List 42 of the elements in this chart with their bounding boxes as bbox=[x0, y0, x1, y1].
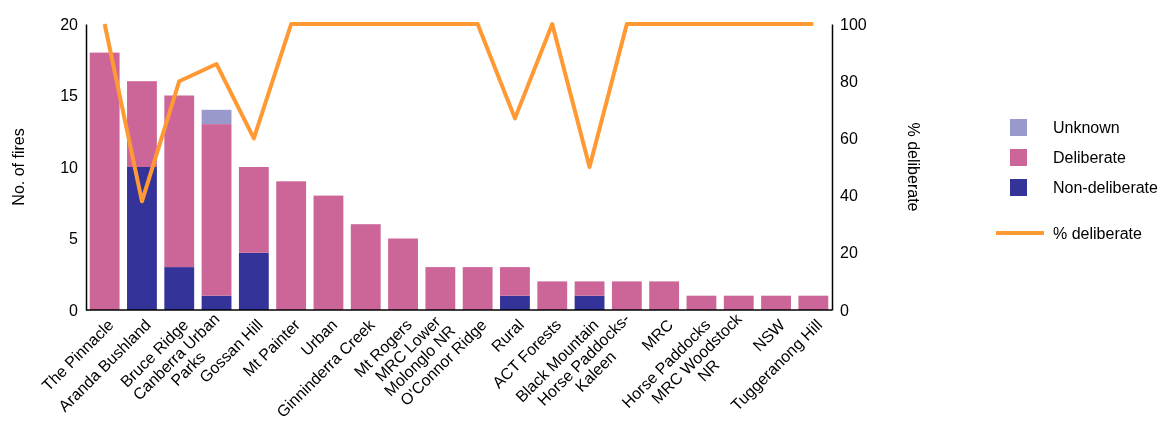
bar bbox=[164, 95, 195, 268]
y-tick-label: 10 bbox=[60, 158, 79, 176]
y-tick-label: 0 bbox=[69, 301, 79, 319]
y2-tick-label: 0 bbox=[840, 301, 849, 319]
y2-axis-title: % deliberate bbox=[905, 122, 922, 212]
bar bbox=[201, 124, 232, 296]
y-axis-title: No. of fires bbox=[10, 128, 27, 206]
legend-label: Unknown bbox=[1053, 119, 1120, 136]
y2-tick-label: 60 bbox=[840, 130, 858, 148]
y-tick-label: 15 bbox=[60, 87, 79, 105]
bar bbox=[164, 267, 195, 310]
bar bbox=[89, 52, 120, 310]
bar bbox=[238, 167, 269, 253]
bar bbox=[649, 281, 680, 310]
bar bbox=[611, 281, 642, 310]
line-series bbox=[102, 22, 816, 204]
legend-label: % deliberate bbox=[1053, 225, 1143, 242]
bar bbox=[462, 267, 493, 310]
y-tick-label: 20 bbox=[60, 15, 79, 33]
y2-tick-label: 20 bbox=[840, 244, 858, 262]
legend-label: Deliberate bbox=[1053, 149, 1127, 166]
bar bbox=[537, 281, 568, 310]
bar bbox=[425, 267, 456, 310]
bar bbox=[201, 109, 232, 125]
y-tick-label: 5 bbox=[69, 230, 79, 248]
bar bbox=[350, 224, 381, 310]
bar bbox=[761, 295, 791, 310]
bar bbox=[574, 281, 605, 296]
y2-tick-label: 40 bbox=[840, 187, 858, 205]
legend-label: Non-deliberate bbox=[1053, 179, 1159, 196]
bar bbox=[127, 167, 157, 310]
bar bbox=[500, 295, 530, 310]
bar bbox=[500, 267, 530, 296]
bar bbox=[276, 181, 307, 310]
bar bbox=[313, 195, 344, 310]
bar bbox=[723, 295, 754, 310]
bar bbox=[388, 238, 418, 310]
bar bbox=[127, 81, 157, 167]
bar bbox=[238, 252, 269, 310]
y2-tick-label: 80 bbox=[840, 72, 858, 90]
y2-tick-label: 100 bbox=[840, 15, 867, 33]
bar bbox=[798, 295, 829, 310]
